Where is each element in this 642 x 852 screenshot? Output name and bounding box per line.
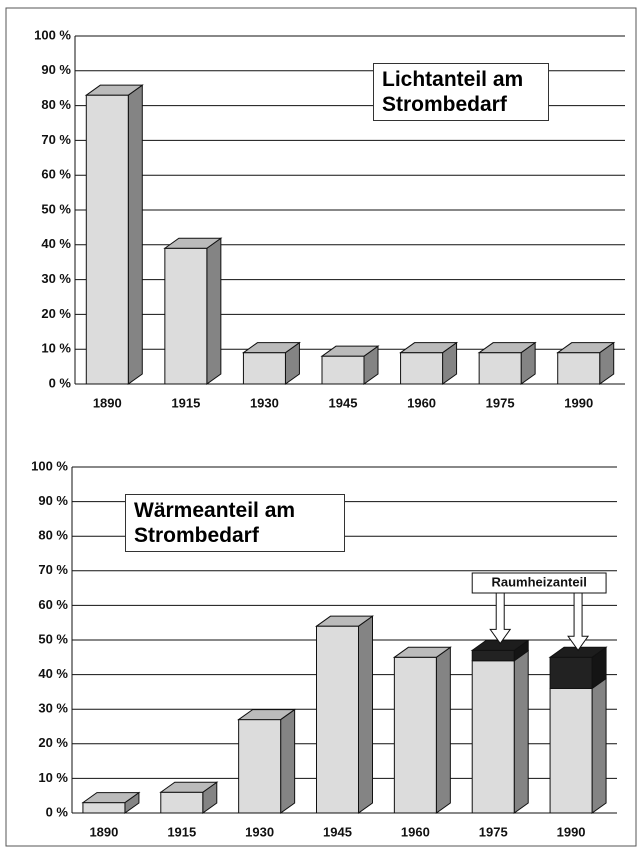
annotation-arrow <box>567 592 590 652</box>
y-tick-label: 10 % <box>41 341 71 356</box>
y-tick-label: 60 % <box>38 597 68 612</box>
x-tick-label: 1915 <box>167 824 196 839</box>
bar-side <box>358 615 373 814</box>
bar <box>82 802 126 814</box>
bar <box>242 352 286 385</box>
y-tick-label: 90 % <box>41 62 71 77</box>
bar-top <box>392 646 452 658</box>
x-tick-label: 1890 <box>93 395 122 410</box>
y-tick-label: 50 % <box>38 631 68 646</box>
bar <box>471 649 515 662</box>
bar-top <box>159 781 219 793</box>
bar <box>557 352 601 385</box>
bar-top <box>84 84 144 96</box>
bar <box>400 352 444 385</box>
x-tick-label: 1930 <box>245 824 274 839</box>
bar <box>549 656 593 689</box>
bar-top <box>556 342 616 354</box>
y-tick-label: 80 % <box>38 528 68 543</box>
x-tick-label: 1960 <box>407 395 436 410</box>
x-tick-label: 1945 <box>323 824 352 839</box>
bar <box>321 355 365 385</box>
bar-top <box>399 342 459 354</box>
y-tick-label: 20 % <box>38 735 68 750</box>
y-tick-label: 90 % <box>38 493 68 508</box>
bar-side <box>206 237 222 385</box>
bar <box>471 660 515 814</box>
bar-top <box>314 615 375 627</box>
bar <box>478 352 522 385</box>
y-tick-label: 10 % <box>38 770 68 785</box>
bar-top <box>237 709 297 721</box>
x-tick-label: 1975 <box>479 824 508 839</box>
bar <box>316 625 359 814</box>
annotation-arrow <box>489 592 512 645</box>
bar-side <box>280 708 296 814</box>
annotation-box <box>471 572 607 594</box>
bar-top <box>477 342 537 354</box>
x-tick-label: 1890 <box>89 824 118 839</box>
x-tick-label: 1960 <box>401 824 430 839</box>
bar-top <box>241 342 301 354</box>
x-tick-label: 1915 <box>171 395 200 410</box>
y-tick-label: 60 % <box>41 167 71 182</box>
bar <box>160 791 204 814</box>
y-tick-label: 50 % <box>41 201 71 216</box>
x-tick-label: 1930 <box>250 395 279 410</box>
bar-top <box>548 646 608 658</box>
bar-top <box>470 639 530 651</box>
bar-side <box>591 677 607 814</box>
bar <box>393 656 437 814</box>
bar <box>549 687 593 814</box>
bar-side <box>127 84 143 385</box>
bar-top <box>81 792 141 804</box>
y-tick-label: 40 % <box>38 666 68 681</box>
bar-top <box>320 345 380 357</box>
frame <box>5 7 637 847</box>
chart-title: Wärmeanteil am Strombedarf <box>125 494 345 552</box>
bar <box>85 94 129 385</box>
y-tick-label: 40 % <box>41 236 71 251</box>
annotation: Raumheizanteil <box>491 574 586 589</box>
bar-side <box>513 649 529 814</box>
y-tick-label: 30 % <box>41 271 71 286</box>
x-tick-label: 1990 <box>557 824 586 839</box>
y-tick-label: 20 % <box>41 306 71 321</box>
x-tick-label: 1945 <box>329 395 358 410</box>
bar-side <box>435 646 451 814</box>
y-tick-label: 0 % <box>46 804 69 819</box>
chart-title: Lichtanteil am Strombedarf <box>373 63 549 121</box>
y-tick-label: 30 % <box>38 701 68 716</box>
y-tick-label: 70 % <box>38 562 68 577</box>
y-tick-label: 80 % <box>41 97 71 112</box>
x-tick-label: 1975 <box>486 395 515 410</box>
bar <box>164 247 208 385</box>
y-tick-label: 0 % <box>49 375 72 390</box>
y-tick-label: 100 % <box>34 27 71 42</box>
bar <box>238 719 282 814</box>
y-tick-label: 70 % <box>41 132 71 147</box>
x-tick-label: 1990 <box>564 395 593 410</box>
bar-top <box>163 237 223 249</box>
y-tick-label: 100 % <box>31 458 68 473</box>
